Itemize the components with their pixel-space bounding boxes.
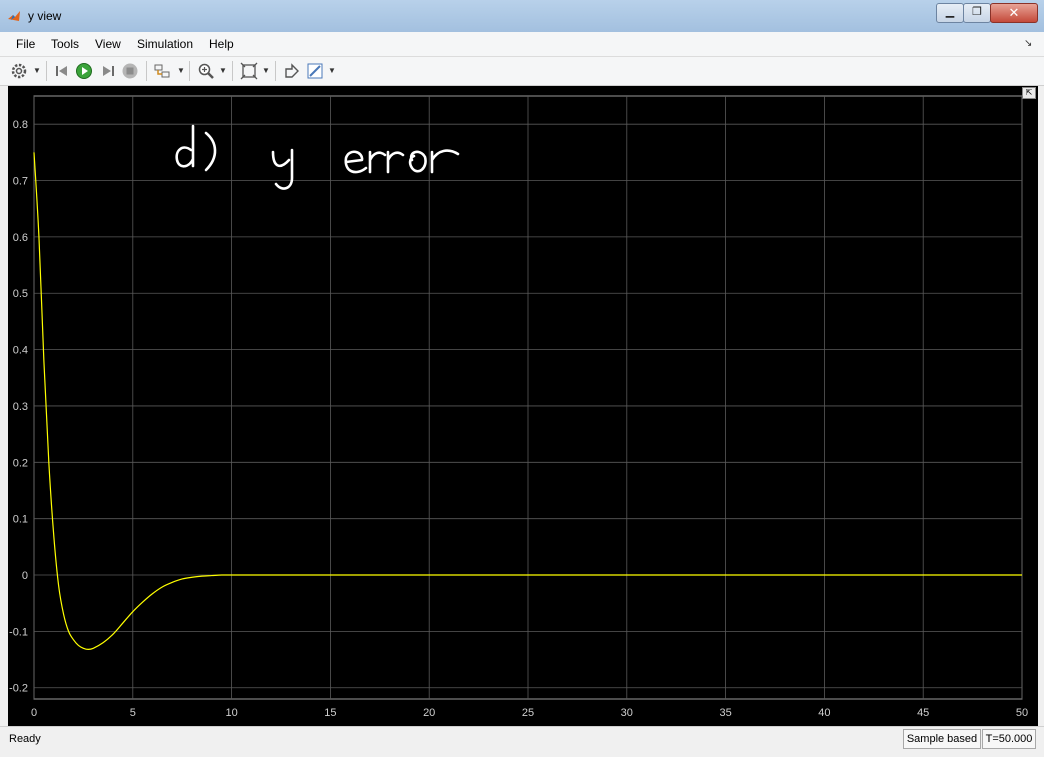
toolbar: ▼ ▼ ▼ ▼ ▼ bbox=[0, 57, 1044, 86]
y-tick-label: 0.2 bbox=[13, 457, 28, 469]
window-title: y view bbox=[28, 9, 62, 23]
y-tick-label: 0.3 bbox=[13, 401, 28, 413]
handwritten-annotation bbox=[175, 124, 460, 190]
grid-lines bbox=[33, 95, 1023, 700]
x-tick-label: 50 bbox=[1016, 707, 1028, 719]
settings-icon[interactable] bbox=[10, 62, 28, 80]
x-tick-label: 0 bbox=[31, 707, 37, 719]
x-tick-label: 15 bbox=[324, 707, 336, 719]
x-tick-label: 45 bbox=[917, 707, 929, 719]
y-error-line bbox=[33, 152, 1022, 651]
step-forward-icon[interactable] bbox=[99, 62, 117, 80]
toolbar-separator bbox=[46, 61, 47, 81]
style-icon[interactable] bbox=[306, 62, 324, 80]
y-tick-label: 0.8 bbox=[13, 119, 28, 131]
y-tick-label: 0 bbox=[22, 570, 28, 582]
y-tick-label: 0.5 bbox=[13, 288, 28, 300]
x-tick-label: 30 bbox=[621, 707, 633, 719]
stop-icon[interactable] bbox=[121, 62, 139, 80]
toolbar-separator bbox=[189, 61, 190, 81]
y-tick-label: 0.4 bbox=[13, 345, 28, 357]
sample-mode-indicator: Sample based bbox=[903, 729, 981, 749]
x-tick-label: 25 bbox=[522, 707, 534, 719]
title-bar: y view ▁ ❐ ✕ bbox=[0, 0, 1044, 33]
zoom-dropdown-icon[interactable]: ▼ bbox=[219, 66, 227, 75]
x-tick-label: 35 bbox=[719, 707, 731, 719]
style-dropdown-icon[interactable]: ▼ bbox=[328, 66, 336, 75]
expand-axes-icon[interactable]: ⇱ bbox=[1022, 87, 1036, 99]
y-tick-label: -0.2 bbox=[9, 683, 28, 695]
y-tick-label: -0.1 bbox=[9, 626, 28, 638]
status-text: Ready bbox=[9, 733, 41, 745]
highlight-dropdown-icon[interactable]: ▼ bbox=[177, 66, 185, 75]
menu-simulation[interactable]: Simulation bbox=[137, 37, 194, 51]
step-back-icon[interactable] bbox=[53, 62, 71, 80]
menu-view[interactable]: View bbox=[95, 37, 121, 51]
settings-dropdown-icon[interactable]: ▼ bbox=[33, 66, 41, 75]
x-tick-label: 5 bbox=[130, 707, 136, 719]
x-tick-label: 40 bbox=[818, 707, 830, 719]
fit-dropdown-icon[interactable]: ▼ bbox=[262, 66, 270, 75]
status-bar: Ready Sample based T=50.000 bbox=[0, 726, 1044, 757]
menu-bar: File Tools View Simulation Help ↘ bbox=[0, 32, 1044, 57]
toolbar-separator bbox=[146, 61, 147, 81]
simulation-time-indicator: T=50.000 bbox=[982, 729, 1036, 749]
toolbar-separator bbox=[232, 61, 233, 81]
tick-labels: 0 5 10 15 20 25 30 35 40 45 50 -0.2 -0.1 0 0.1 0.2 0.3 0.… bbox=[9, 119, 1028, 719]
highlight-block-icon[interactable] bbox=[153, 62, 171, 80]
menu-help[interactable]: Help bbox=[209, 37, 234, 51]
y-tick-label: 0.6 bbox=[13, 232, 28, 244]
minimize-button[interactable]: ▁ bbox=[936, 3, 964, 23]
run-icon[interactable] bbox=[75, 62, 93, 80]
menu-tools[interactable]: Tools bbox=[51, 37, 80, 51]
undock-arrow-icon[interactable]: ↘ bbox=[1024, 38, 1033, 49]
restore-layout-icon[interactable] bbox=[282, 62, 300, 80]
zoom-icon[interactable] bbox=[197, 62, 215, 80]
y-tick-label: 0.1 bbox=[13, 514, 28, 526]
toolbar-separator bbox=[275, 61, 276, 81]
x-tick-label: 10 bbox=[225, 707, 237, 719]
close-button[interactable]: ✕ bbox=[990, 3, 1038, 23]
y-tick-label: 0.7 bbox=[13, 176, 28, 188]
x-tick-label: 20 bbox=[423, 707, 435, 719]
fit-to-view-icon[interactable] bbox=[240, 62, 258, 80]
menu-file[interactable]: File bbox=[16, 37, 36, 51]
matlab-logo-icon bbox=[8, 11, 20, 21]
